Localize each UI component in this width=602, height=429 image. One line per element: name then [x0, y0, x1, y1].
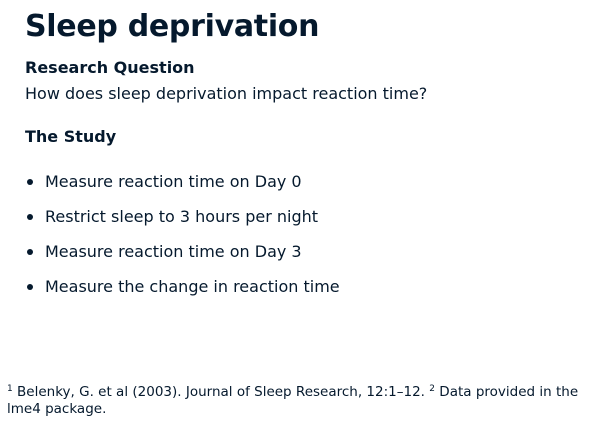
- footnote-reference-citation: Belenky, G. et al (2003). Journal of Sle…: [17, 384, 425, 400]
- footnote-marker-1: 1: [7, 384, 13, 394]
- study-step-text: Measure reaction time on Day 0: [45, 172, 302, 191]
- study-step-text: Measure the change in reaction time: [45, 277, 340, 296]
- footnote-data-source: Data provided in the lme4 package.: [7, 384, 579, 417]
- study-step-4: Measure the change in reaction time: [25, 277, 340, 312]
- study-step-3: Measure reaction time on Day 3: [25, 242, 340, 277]
- study-step-text: Measure reaction time on Day 3: [45, 242, 302, 261]
- bullet-icon: [27, 179, 33, 185]
- study-step-text: Restrict sleep to 3 hours per night: [45, 207, 319, 226]
- footnote: 1 Belenky, G. et al (2003). Journal of S…: [7, 384, 592, 418]
- study-step-2: Restrict sleep to 3 hours per night: [25, 207, 340, 242]
- bullet-icon: [27, 284, 33, 290]
- footnote-marker-2: 2: [429, 384, 435, 394]
- study-heading: The Study: [25, 127, 117, 146]
- study-steps-list: Measure reaction time on Day 0 Restrict …: [25, 172, 340, 312]
- study-step-1: Measure reaction time on Day 0: [25, 172, 340, 207]
- research-question-text: How does sleep deprivation impact reacti…: [25, 84, 428, 103]
- bullet-icon: [27, 249, 33, 255]
- slide-title: Sleep deprivation: [25, 9, 320, 44]
- research-question-heading: Research Question: [25, 58, 195, 77]
- bullet-icon: [27, 214, 33, 220]
